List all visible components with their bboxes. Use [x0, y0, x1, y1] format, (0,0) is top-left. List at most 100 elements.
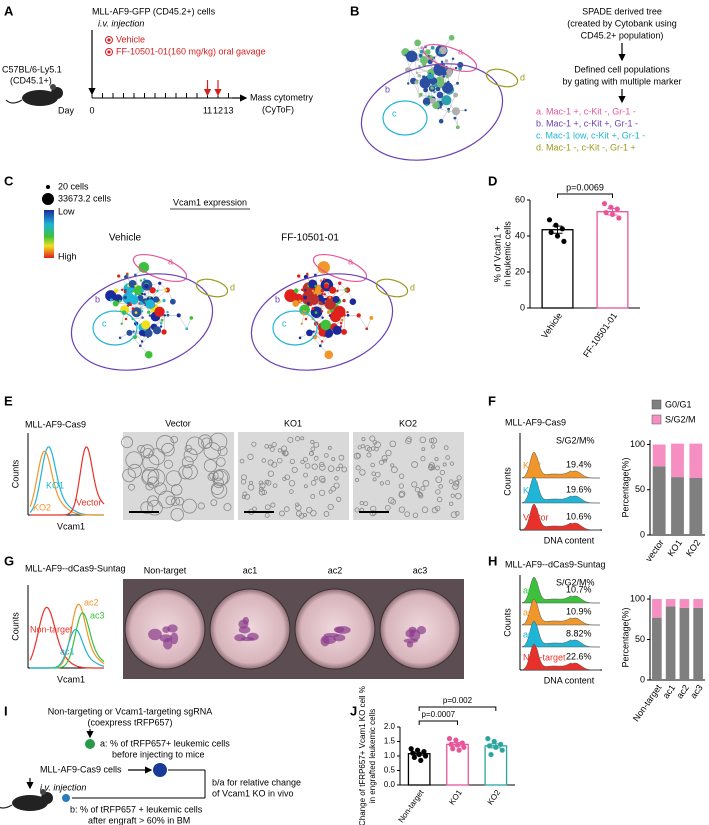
- cell: [390, 466, 398, 474]
- bar: [596, 211, 629, 309]
- tree-node: [429, 97, 436, 104]
- cell: [372, 440, 378, 445]
- tree-node: [113, 288, 119, 293]
- data-point: [422, 753, 429, 759]
- tree-node: [338, 281, 342, 285]
- cell: [385, 505, 391, 511]
- cell: [264, 444, 269, 449]
- cell: [374, 441, 381, 449]
- tree-node: [144, 350, 153, 359]
- cell: [277, 448, 282, 453]
- data-point: [446, 736, 453, 742]
- panel-label: I: [4, 703, 8, 718]
- legend-label: S/G2/M: [665, 414, 696, 424]
- label: MLL-AF9-Cas9: [505, 417, 566, 427]
- tree-node: [432, 56, 436, 59]
- data-point: [418, 757, 424, 763]
- cell: [170, 435, 178, 444]
- cell: [259, 482, 266, 489]
- cell: [430, 437, 438, 444]
- tree-node: [336, 289, 339, 293]
- cell-icon: [85, 739, 95, 749]
- label: before injecting to mice: [112, 749, 205, 759]
- y-axis-label: Percentage(%): [620, 457, 630, 517]
- tree-node: [415, 79, 419, 82]
- tree-node: [149, 287, 156, 294]
- label: ac3: [523, 629, 538, 639]
- data-point: [499, 747, 505, 753]
- tree-node: [341, 329, 347, 335]
- label: 12: [213, 105, 223, 115]
- bar-segment: [679, 607, 690, 680]
- label: i.v. injection: [98, 18, 144, 28]
- tree-node: [439, 106, 442, 109]
- gate-label: d: [230, 282, 235, 292]
- cell: [269, 446, 275, 452]
- cell: [125, 451, 143, 469]
- cell: [239, 458, 245, 464]
- colony: [335, 626, 351, 634]
- cell: [421, 506, 429, 514]
- tree-node: [365, 327, 369, 331]
- label: 10.7%: [566, 584, 592, 594]
- cell: [381, 455, 388, 462]
- cell: [398, 483, 404, 489]
- bar-segment: [689, 443, 703, 478]
- bar-segment: [671, 477, 684, 535]
- panel-label: D: [488, 173, 497, 188]
- cell: [244, 493, 251, 500]
- cell: [450, 511, 458, 519]
- cell: [319, 461, 325, 468]
- cell: [261, 458, 267, 463]
- label: Counts: [10, 612, 20, 641]
- cell: [154, 482, 167, 495]
- data-point: [548, 229, 554, 235]
- tree-node: [120, 322, 123, 325]
- cell: [330, 486, 337, 492]
- tree-node: [141, 299, 144, 303]
- tree-node: [306, 329, 313, 337]
- label: of Vcam1 KO in vivo: [212, 788, 294, 798]
- cell: [313, 455, 319, 461]
- cell: [203, 459, 217, 473]
- cell: [289, 489, 294, 494]
- cell: [264, 504, 271, 511]
- tree-node: [139, 279, 143, 282]
- data-point: [554, 233, 561, 239]
- cell: [359, 469, 366, 476]
- label: MLL-AF9-Cas9: [25, 419, 86, 429]
- cell: [170, 483, 183, 496]
- cell: [428, 437, 435, 444]
- label: Vector: [165, 418, 191, 428]
- bar-segment: [652, 466, 666, 535]
- panel-label: B: [350, 3, 359, 18]
- label: 11: [203, 105, 212, 115]
- label: Defined cell populations: [574, 64, 670, 74]
- gate: [70, 273, 214, 371]
- label: Vcam1: [57, 521, 85, 531]
- tree-node: [349, 298, 357, 305]
- cell: [449, 461, 455, 466]
- cell: [338, 454, 345, 461]
- cell: [295, 436, 301, 442]
- tree-node: [423, 87, 429, 93]
- mouse-icon: [12, 795, 48, 811]
- tree-edge: [366, 317, 372, 329]
- data-point: [614, 206, 620, 212]
- label: ac2: [328, 565, 343, 575]
- tree-node: [451, 57, 455, 60]
- label: Vehicle: [109, 233, 142, 244]
- label: MLL-AF9--dCas9-Suntag: [505, 559, 606, 569]
- cell: [300, 436, 305, 441]
- label: 22.6%: [566, 651, 592, 661]
- size-legend: [46, 185, 50, 189]
- cell: [313, 476, 319, 481]
- significance-bracket: [418, 720, 458, 725]
- label: Counts: [10, 459, 20, 488]
- tree-node: [144, 329, 153, 338]
- data-point: [453, 737, 459, 743]
- gate: [312, 253, 368, 283]
- tree-edge: [407, 69, 411, 84]
- tree-node: [346, 310, 349, 314]
- label: (coexpress tRFP657): [87, 717, 172, 727]
